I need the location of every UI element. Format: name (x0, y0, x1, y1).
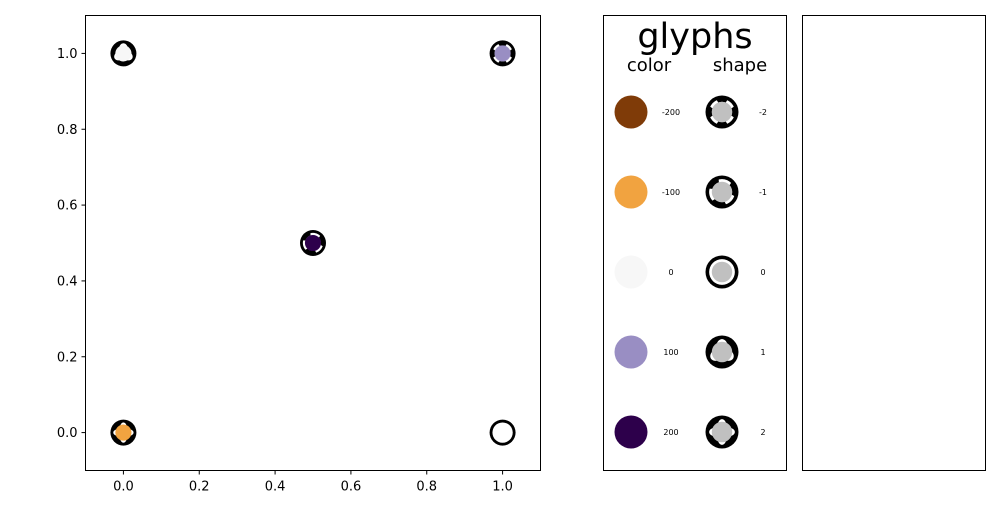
legend-shape-label: -2 (759, 108, 767, 117)
legend-color-swatch (614, 95, 648, 129)
x-tick-label: 0.0 (113, 480, 134, 495)
legend-color-header: color (627, 55, 672, 76)
legend-shape-label: 0 (760, 268, 765, 277)
legend-frame (603, 15, 787, 471)
x-axis: 0.0 0.2 0.4 0.6 0.8 1.0 (113, 470, 513, 495)
y-tick-label: 0.8 (57, 123, 78, 138)
legend-color-swatch (614, 175, 648, 209)
legend-shape-glyph (705, 415, 739, 449)
legend-color-entries: -200 -100 0 100 200 (614, 95, 680, 449)
legend-color-label: 200 (663, 428, 678, 437)
legend-shape-glyph (705, 95, 739, 129)
empty-panel (802, 15, 986, 471)
legend-shape-entries: -2 -1 0 1 2 (705, 95, 767, 449)
y-tick-label: 0.6 (57, 199, 78, 214)
legend-color-swatch (614, 415, 648, 449)
legend-color-label: -200 (662, 108, 680, 117)
legend-shape-glyph (705, 255, 739, 289)
legend-shape-glyph (705, 175, 739, 209)
y-tick-label: 0.0 (57, 426, 78, 441)
legend-shape-header: shape (713, 55, 767, 76)
legend-panel: glyphs color shape -200 -100 0 100 200 -2 -1 0… (603, 15, 787, 471)
x-tick-label: 0.6 (341, 480, 362, 495)
legend-color-swatch (614, 335, 648, 369)
y-tick-label: 0.4 (57, 274, 78, 289)
x-tick-label: 0.4 (265, 480, 286, 495)
data-point (489, 419, 516, 446)
x-tick-label: 0.8 (416, 480, 437, 495)
legend-color-label: 0 (668, 268, 673, 277)
y-axis: 0.0 0.2 0.4 0.6 0.8 1.0 (57, 47, 86, 441)
data-point (300, 230, 326, 256)
data-points (110, 40, 516, 446)
x-tick-label: 0.2 (189, 480, 210, 495)
data-point (489, 40, 516, 67)
legend-shape-label: 1 (760, 348, 765, 357)
main-plot: 0.0 0.2 0.4 0.6 0.8 1.0 0.0 0.2 0.4 0.6 0.8 1.0 (57, 15, 541, 495)
x-tick-label: 1.0 (492, 480, 513, 495)
legend-color-label: -100 (662, 188, 680, 197)
legend-color-swatch (614, 255, 648, 289)
data-point (110, 40, 137, 67)
y-tick-label: 0.2 (57, 350, 78, 365)
y-tick-label: 1.0 (57, 47, 78, 62)
legend-shape-label: 2 (760, 428, 765, 437)
data-point (110, 419, 137, 446)
legend-color-label: 100 (663, 348, 678, 357)
legend-title: glyphs (637, 17, 752, 57)
legend-shape-label: -1 (759, 188, 767, 197)
legend-shape-glyph (705, 335, 739, 369)
